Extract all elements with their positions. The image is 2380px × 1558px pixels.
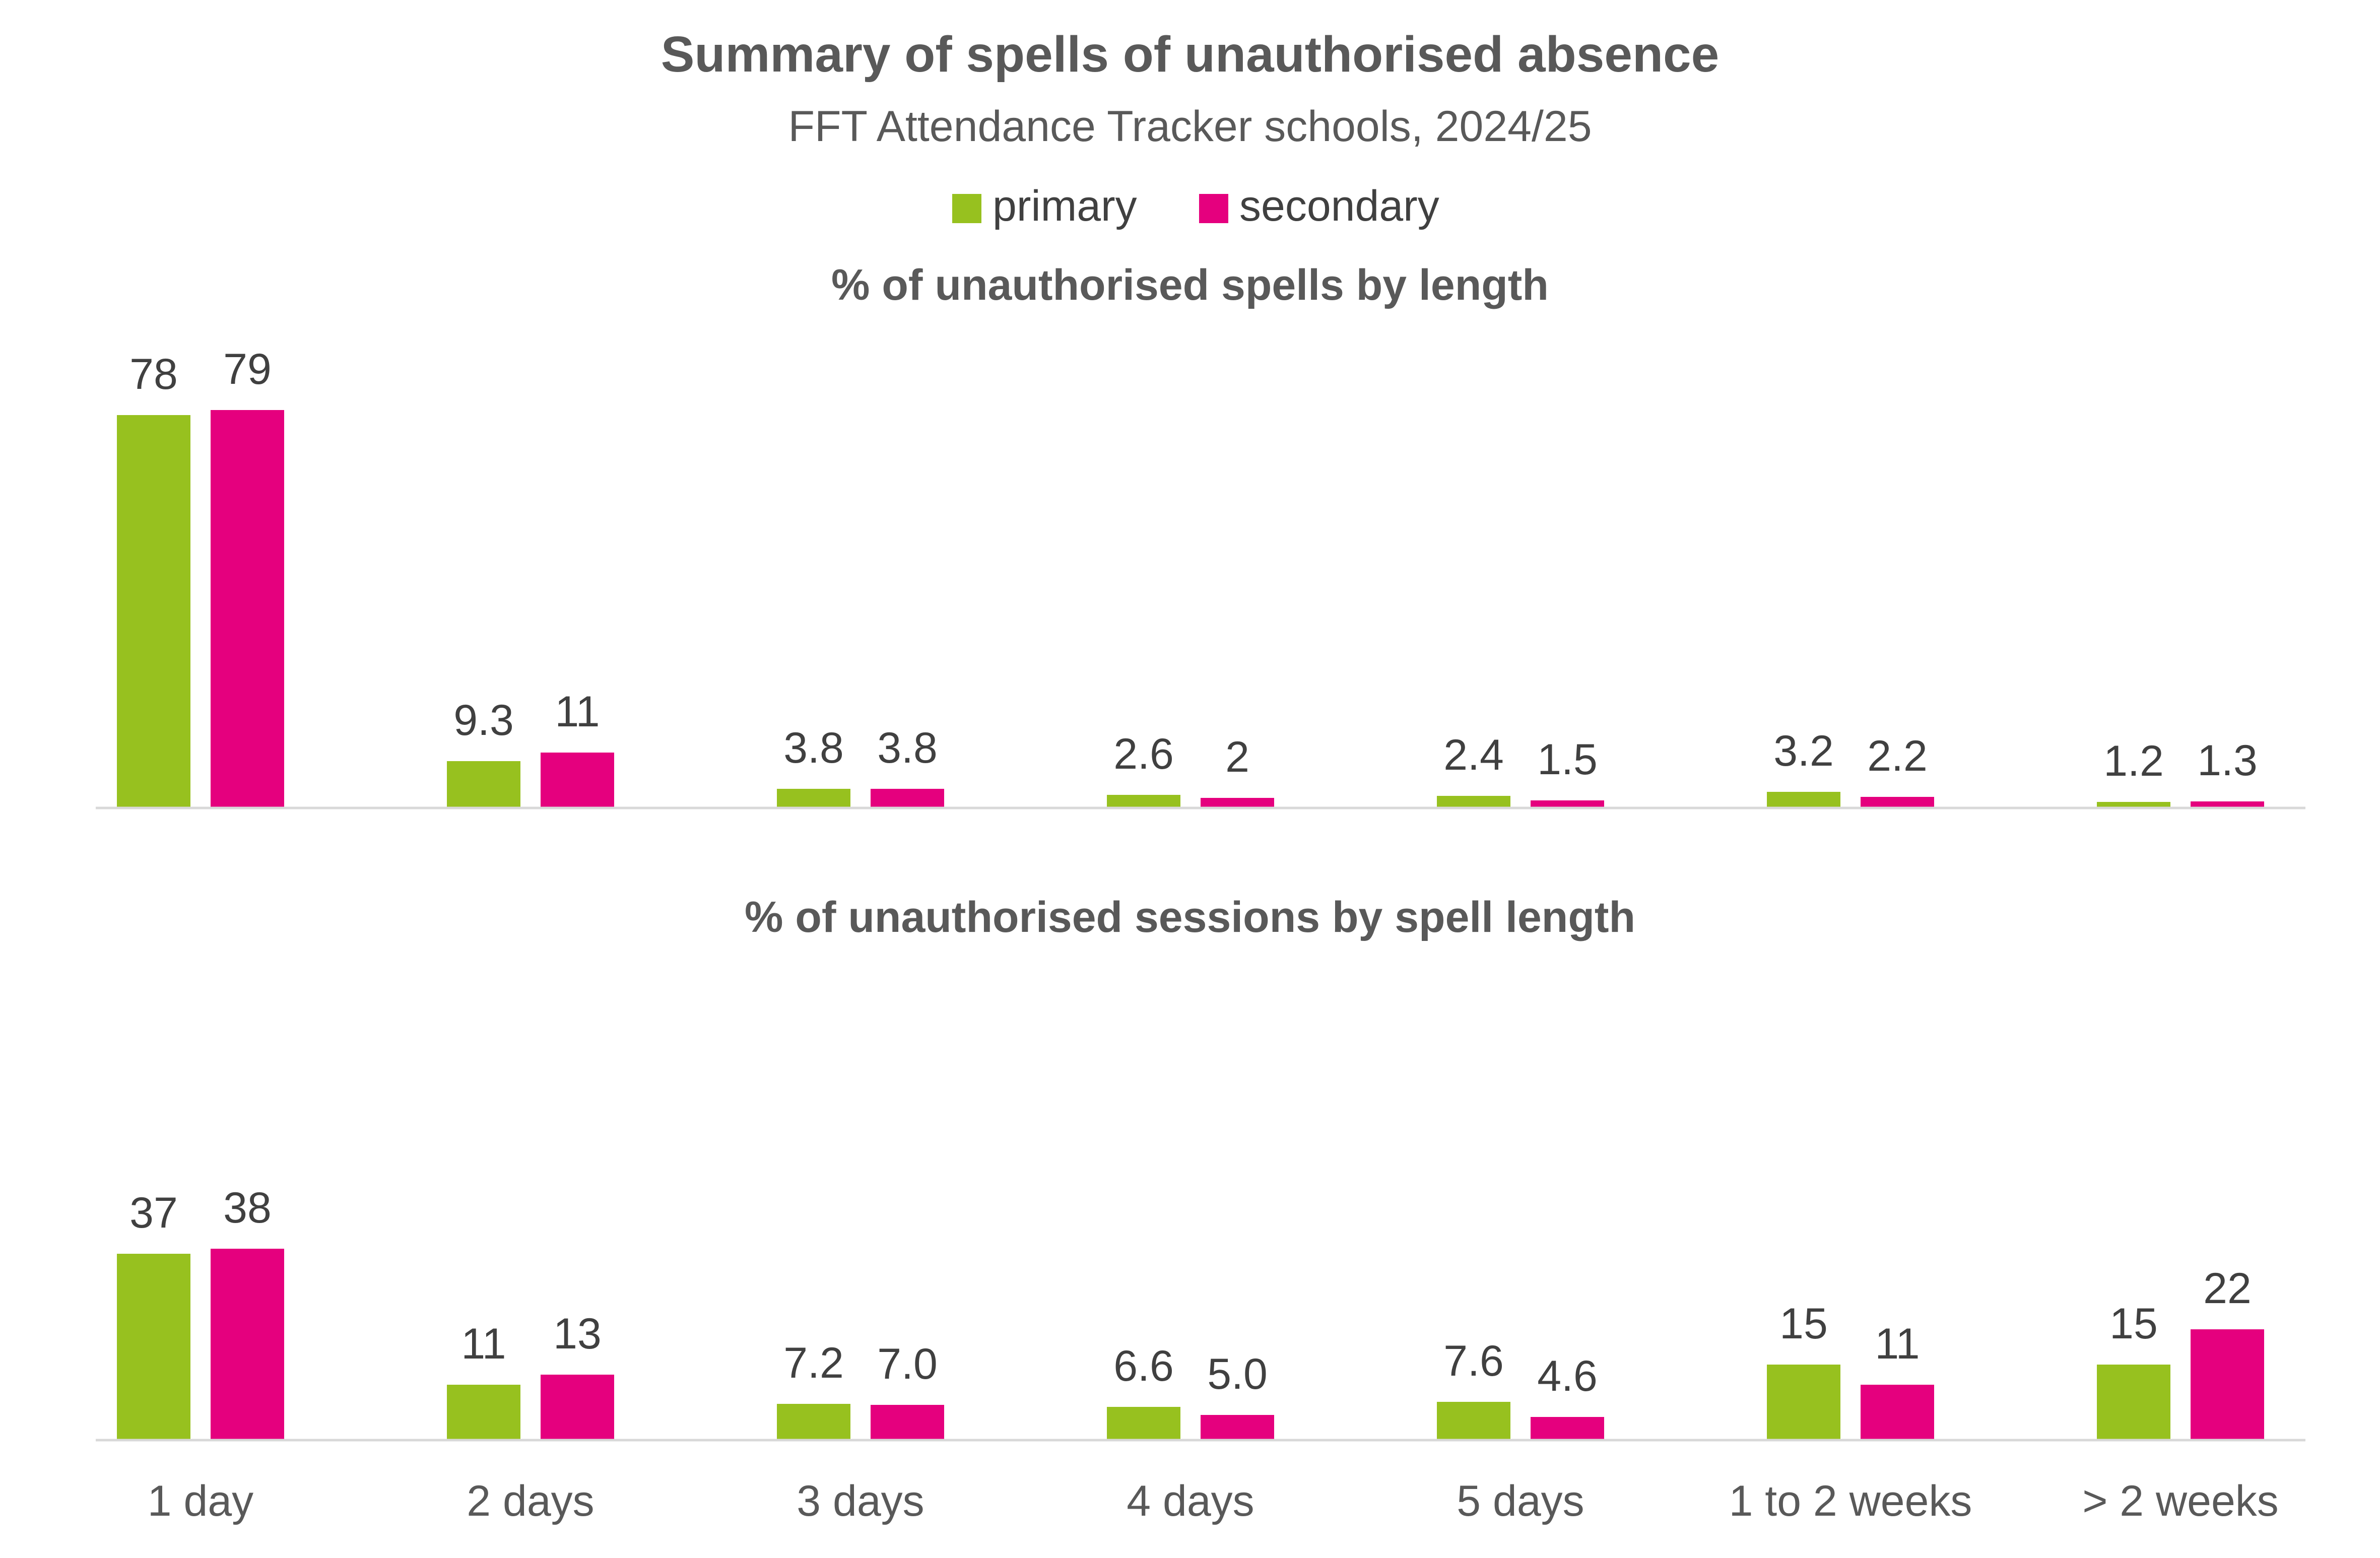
bar-p1-secondary-2 bbox=[871, 789, 944, 808]
data-label-p1-secondary-4: 1.5 bbox=[1537, 735, 1598, 784]
data-label-p2-secondary-5: 11 bbox=[1875, 1320, 1920, 1368]
data-label-p2-primary-3: 6.6 bbox=[1113, 1342, 1174, 1390]
bar-p2-primary-5 bbox=[1767, 1365, 1840, 1440]
bar-p1-primary-3 bbox=[1107, 795, 1180, 808]
bar-p1-primary-0 bbox=[117, 415, 190, 808]
bar-p1-secondary-3 bbox=[1201, 798, 1274, 808]
data-label-p2-secondary-0: 38 bbox=[223, 1184, 272, 1232]
x-tick-label-4: 5 days bbox=[1457, 1477, 1584, 1525]
data-label-p1-primary-0: 78 bbox=[129, 350, 178, 398]
bar-p2-primary-1 bbox=[447, 1385, 520, 1440]
bar-p2-secondary-6 bbox=[2191, 1329, 2264, 1440]
legend-label-secondary: secondary bbox=[1239, 182, 1439, 230]
data-label-p2-primary-0: 37 bbox=[129, 1189, 178, 1237]
bar-p2-primary-0 bbox=[117, 1254, 190, 1440]
panel-2-plot: 37 38 1 day 11 13 2 days 7.2 7.0 3 days 6.6 5.0 4 d… bbox=[96, 1184, 2305, 1525]
bar-p2-primary-6 bbox=[2097, 1365, 2170, 1440]
data-label-p2-secondary-6: 22 bbox=[2203, 1264, 2252, 1313]
data-label-p1-primary-3: 2.6 bbox=[1113, 730, 1174, 778]
bar-p1-secondary-1 bbox=[541, 753, 614, 808]
x-tick-label-0: 1 day bbox=[148, 1477, 253, 1525]
data-label-p1-primary-6: 1.2 bbox=[2103, 737, 2164, 785]
x-tick-label-1: 2 days bbox=[467, 1477, 594, 1525]
data-label-p2-secondary-3: 5.0 bbox=[1207, 1350, 1268, 1398]
bar-p2-secondary-4 bbox=[1531, 1417, 1604, 1440]
x-tick-label-2: 3 days bbox=[797, 1477, 924, 1525]
data-label-p1-primary-4: 2.4 bbox=[1443, 731, 1504, 779]
bar-p1-secondary-0 bbox=[211, 410, 284, 808]
data-label-p2-primary-1: 11 bbox=[461, 1320, 506, 1368]
bar-p2-secondary-0 bbox=[211, 1249, 284, 1440]
bar-p1-primary-1 bbox=[447, 761, 520, 808]
bar-p1-secondary-4 bbox=[1531, 800, 1604, 808]
bar-p2-secondary-3 bbox=[1201, 1415, 1274, 1440]
x-tick-label-6: > 2 weeks bbox=[2082, 1477, 2279, 1525]
data-label-p1-primary-2: 3.8 bbox=[783, 724, 844, 772]
data-label-p2-primary-2: 7.2 bbox=[783, 1339, 844, 1387]
bar-p2-secondary-5 bbox=[1861, 1385, 1934, 1440]
data-label-p1-secondary-3: 2 bbox=[1225, 733, 1249, 781]
bar-p1-secondary-5 bbox=[1861, 797, 1934, 808]
data-label-p1-secondary-6: 1.3 bbox=[2197, 736, 2258, 785]
data-label-p1-secondary-5: 2.2 bbox=[1867, 732, 1928, 780]
x-tick-label-5: 1 to 2 weeks bbox=[1729, 1477, 1972, 1525]
panel-1-title: % of unauthorised spells by length bbox=[831, 261, 1549, 309]
bar-p2-primary-2 bbox=[777, 1404, 850, 1440]
data-label-p1-primary-1: 9.3 bbox=[453, 696, 514, 744]
data-label-p1-secondary-2: 3.8 bbox=[877, 724, 938, 772]
chart-subtitle: FFT Attendance Tracker schools, 2024/25 bbox=[788, 102, 1592, 151]
bar-p1-primary-4 bbox=[1437, 796, 1510, 808]
bar-p2-secondary-2 bbox=[871, 1405, 944, 1440]
bar-p2-primary-3 bbox=[1107, 1407, 1180, 1440]
data-label-p1-secondary-1: 11 bbox=[555, 688, 600, 736]
data-label-p2-primary-4: 7.6 bbox=[1443, 1337, 1504, 1385]
chart-title: Summary of spells of unauthorised absenc… bbox=[661, 26, 1720, 83]
panel-2-title: % of unauthorised sessions by spell leng… bbox=[745, 893, 1635, 941]
legend-swatch-secondary bbox=[1199, 194, 1228, 223]
x-tick-label-3: 4 days bbox=[1127, 1477, 1254, 1525]
legend-swatch-primary bbox=[952, 194, 981, 223]
bar-p2-secondary-1 bbox=[541, 1375, 614, 1440]
data-label-p2-secondary-4: 4.6 bbox=[1537, 1352, 1598, 1400]
data-label-p2-secondary-2: 7.0 bbox=[877, 1340, 938, 1388]
bar-p1-primary-2 bbox=[777, 789, 850, 808]
data-label-p2-primary-6: 15 bbox=[2109, 1300, 2158, 1348]
data-label-p2-secondary-1: 13 bbox=[553, 1310, 602, 1358]
bar-p2-primary-4 bbox=[1437, 1402, 1510, 1440]
data-label-p2-primary-5: 15 bbox=[1779, 1300, 1828, 1348]
panel-1-plot: 78 79 9.3 11 3.8 3.8 2.6 2 2.4 1.5 3.2 2.2 1.2 1.3 bbox=[96, 345, 2305, 809]
data-label-p1-secondary-0: 79 bbox=[223, 345, 272, 393]
bar-p1-primary-6 bbox=[2097, 802, 2170, 808]
bar-p1-secondary-6 bbox=[2191, 801, 2264, 808]
legend: primary secondary bbox=[952, 182, 1439, 230]
data-label-p1-primary-5: 3.2 bbox=[1773, 727, 1834, 775]
legend-label-primary: primary bbox=[993, 182, 1137, 230]
bar-p1-primary-5 bbox=[1767, 792, 1840, 808]
